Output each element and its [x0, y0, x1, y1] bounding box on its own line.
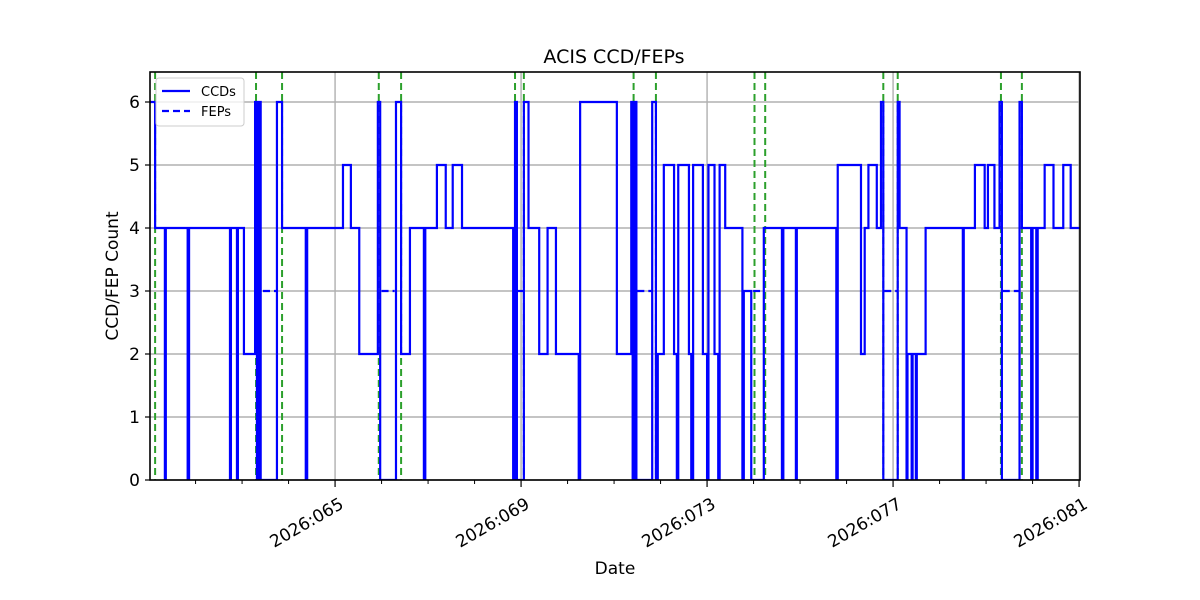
y-tick-label: 6 [129, 93, 140, 113]
y-tick-label: 4 [129, 219, 140, 239]
data-series [150, 72, 1080, 480]
chart-title: ACIS CCD/FEPs [543, 46, 684, 68]
y-tick-label: 5 [129, 156, 140, 176]
legend: CCDs FEPs [155, 77, 245, 127]
y-tick-label: 0 [129, 471, 140, 491]
legend-feps-label: FEPs [201, 105, 231, 120]
legend-ccds-label: CCDs [201, 85, 236, 100]
ccd-step-line [150, 100, 1080, 480]
y-tick-label: 2 [129, 345, 140, 365]
y-axis-label: CCD/FEP Count [103, 211, 123, 341]
y-axis: 0 1 2 3 4 5 6 [129, 93, 150, 491]
x-axis-label: Date [595, 559, 636, 579]
y-tick-label: 1 [129, 408, 140, 428]
y-tick-label: 3 [129, 282, 140, 302]
plot-frame [149, 71, 1081, 481]
